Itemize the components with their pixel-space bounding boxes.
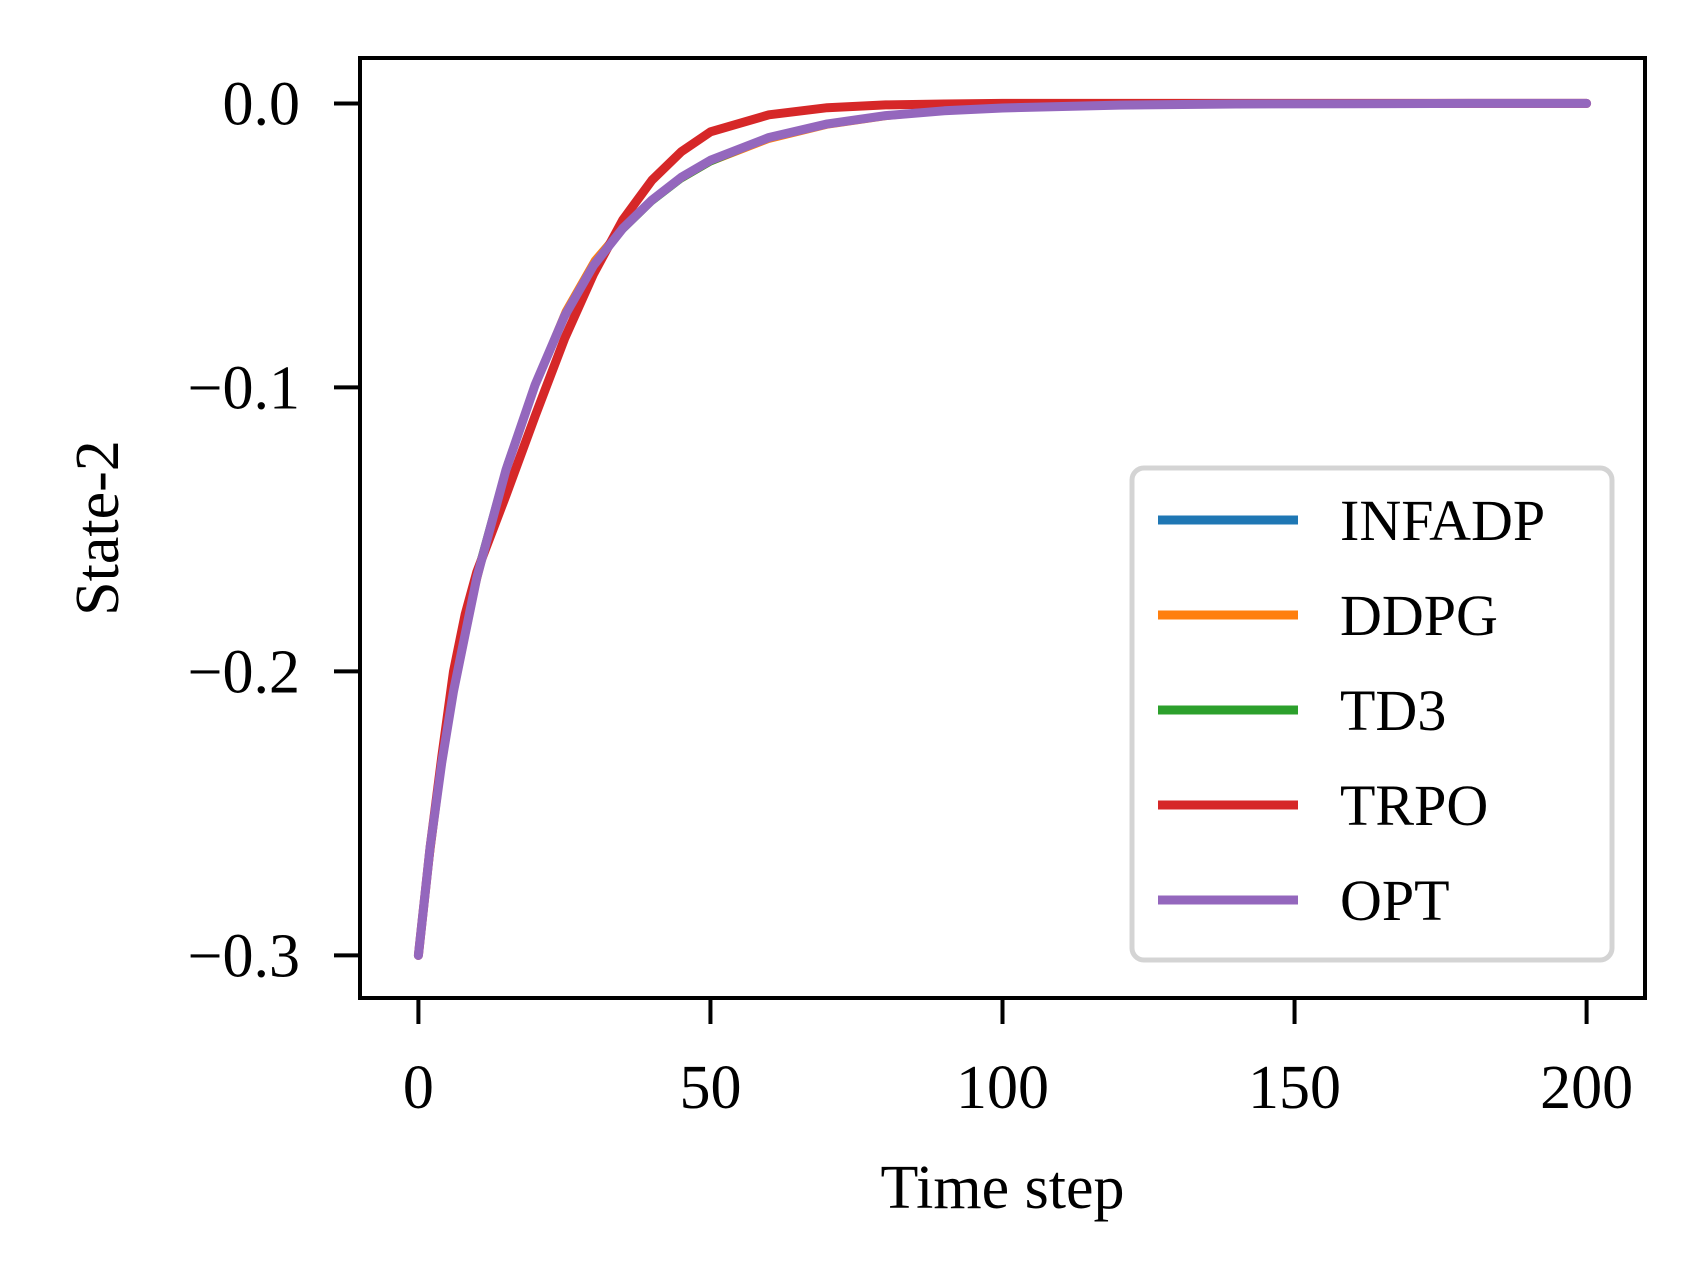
legend-label-ddpg: DDPG: [1340, 583, 1498, 648]
x-tick-label: 100: [956, 1054, 1049, 1122]
y-tick-label: −0.1: [188, 354, 300, 422]
x-tick-label: 150: [1248, 1054, 1341, 1122]
y-axis-ticks: 0.0 −0.1 −0.2 −0.3: [188, 70, 360, 990]
y-tick-label: −0.3: [188, 922, 300, 990]
legend-label-td3: TD3: [1340, 678, 1446, 743]
legend: INFADP DDPG TD3 TRPO OPT: [1129, 465, 1615, 963]
legend-box: [1129, 465, 1615, 963]
x-axis-title: Time step: [880, 1154, 1124, 1222]
plot-lines: [413, 98, 1592, 960]
x-tick-label: 200: [1540, 1054, 1633, 1122]
x-tick-label: 0: [403, 1054, 434, 1122]
x-axis-ticks: 0 50 100 150 200: [403, 998, 1633, 1122]
legend-label-infadp: INFADP: [1340, 488, 1545, 553]
series-line-opt: [413, 98, 1592, 960]
x-tick-label: 50: [679, 1054, 741, 1122]
y-axis-title: State-2: [64, 440, 132, 616]
legend-label-trpo: TRPO: [1340, 773, 1488, 838]
y-tick-label: 0.0: [223, 70, 301, 138]
y-tick-label: −0.2: [188, 638, 300, 706]
legend-label-opt: OPT: [1340, 868, 1450, 933]
